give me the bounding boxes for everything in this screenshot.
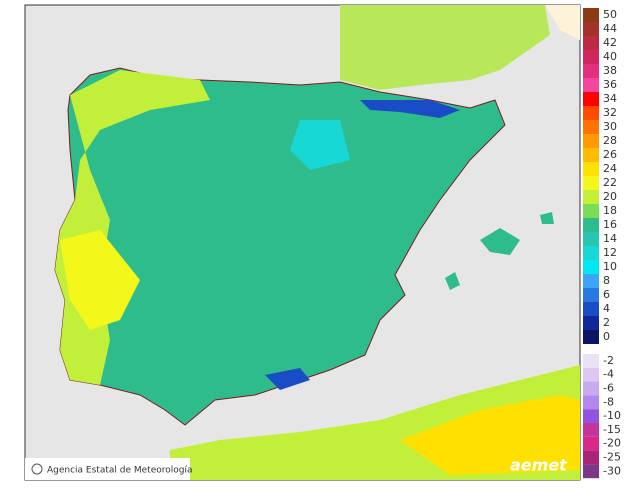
legend-label: 10 bbox=[603, 260, 617, 273]
legend-label: 36 bbox=[603, 78, 617, 91]
legend-label: 28 bbox=[603, 134, 617, 147]
legend-label: 24 bbox=[603, 162, 617, 175]
legend-label: -20 bbox=[603, 437, 621, 450]
legend-swatch bbox=[583, 274, 599, 288]
legend-label: 40 bbox=[603, 50, 617, 63]
legend-label: -8 bbox=[603, 395, 614, 408]
legend-swatch bbox=[583, 36, 599, 50]
legend-swatch bbox=[583, 409, 599, 423]
legend-swatch bbox=[583, 288, 599, 302]
legend-swatch bbox=[583, 50, 599, 64]
legend-label: -6 bbox=[603, 382, 614, 395]
legend-label: 6 bbox=[603, 288, 610, 301]
credit: Agencia Estatal de Meteorología bbox=[47, 466, 193, 476]
portugal-hot bbox=[60, 230, 140, 330]
legend-swatch bbox=[583, 162, 599, 176]
mallorca bbox=[480, 228, 520, 255]
africa-hot bbox=[400, 395, 580, 475]
legend-label: 30 bbox=[603, 120, 617, 133]
legend: 5044424038363432302826242220181614121086… bbox=[583, 8, 621, 479]
legend-swatch bbox=[583, 92, 599, 106]
legend-swatch bbox=[583, 395, 599, 410]
legend-swatch bbox=[583, 106, 599, 120]
france bbox=[340, 5, 550, 90]
legend-label: 26 bbox=[603, 148, 617, 161]
legend-swatch bbox=[583, 8, 599, 22]
italy bbox=[545, 5, 580, 40]
menorca bbox=[540, 212, 554, 224]
legend-swatch bbox=[583, 204, 599, 218]
legend-swatch bbox=[583, 302, 599, 316]
legend-label: 16 bbox=[603, 218, 617, 231]
legend-swatch bbox=[583, 246, 599, 260]
legend-label: 50 bbox=[603, 8, 617, 21]
legend-swatch bbox=[583, 367, 599, 382]
legend-label: -15 bbox=[603, 423, 621, 436]
legend-swatch bbox=[583, 260, 599, 274]
legend-label: 38 bbox=[603, 64, 617, 77]
legend-label: 8 bbox=[603, 274, 610, 287]
legend-swatch bbox=[583, 120, 599, 134]
legend-label: 4 bbox=[603, 302, 610, 315]
legend-label: 34 bbox=[603, 92, 617, 105]
legend-swatch bbox=[583, 436, 599, 451]
legend-label: -10 bbox=[603, 409, 621, 422]
legend-swatch bbox=[583, 464, 599, 479]
legend-label: 44 bbox=[603, 22, 617, 35]
legend-label: -30 bbox=[603, 464, 621, 477]
legend-label: 0 bbox=[603, 330, 610, 343]
legend-swatch bbox=[583, 148, 599, 162]
legend-label: 20 bbox=[603, 190, 617, 203]
legend-swatch bbox=[583, 381, 599, 396]
legend-label: -4 bbox=[603, 368, 614, 381]
ibiza bbox=[445, 272, 460, 290]
legend-label: -2 bbox=[603, 354, 614, 367]
legend-label: 42 bbox=[603, 36, 617, 49]
legend-swatch bbox=[583, 232, 599, 246]
legend-swatch bbox=[583, 190, 599, 204]
legend-swatch bbox=[583, 330, 599, 344]
copyright-icon bbox=[31, 463, 43, 475]
legend-swatch bbox=[583, 423, 599, 437]
sierra-nevada bbox=[265, 368, 310, 390]
legend-label: 14 bbox=[603, 232, 617, 245]
legend-label: 22 bbox=[603, 176, 617, 189]
legend-swatch bbox=[583, 78, 599, 92]
credit-box bbox=[25, 458, 190, 480]
logo: aemet bbox=[510, 456, 568, 475]
legend-swatch bbox=[583, 134, 599, 148]
legend-swatch bbox=[583, 176, 599, 190]
legend-swatch bbox=[583, 316, 599, 330]
legend-label: 32 bbox=[603, 106, 617, 119]
legend-label: -25 bbox=[603, 451, 621, 464]
legend-swatch bbox=[583, 354, 599, 368]
legend-label: 12 bbox=[603, 246, 617, 259]
legend-swatch bbox=[583, 64, 599, 78]
map-land bbox=[54, 5, 580, 480]
pyrenees bbox=[360, 100, 460, 118]
legend-swatch bbox=[583, 22, 599, 36]
legend-label: 2 bbox=[603, 316, 610, 329]
legend-swatch bbox=[583, 450, 599, 465]
legend-label: 18 bbox=[603, 204, 617, 217]
legend-swatch bbox=[583, 218, 599, 232]
central-cool bbox=[290, 120, 350, 170]
